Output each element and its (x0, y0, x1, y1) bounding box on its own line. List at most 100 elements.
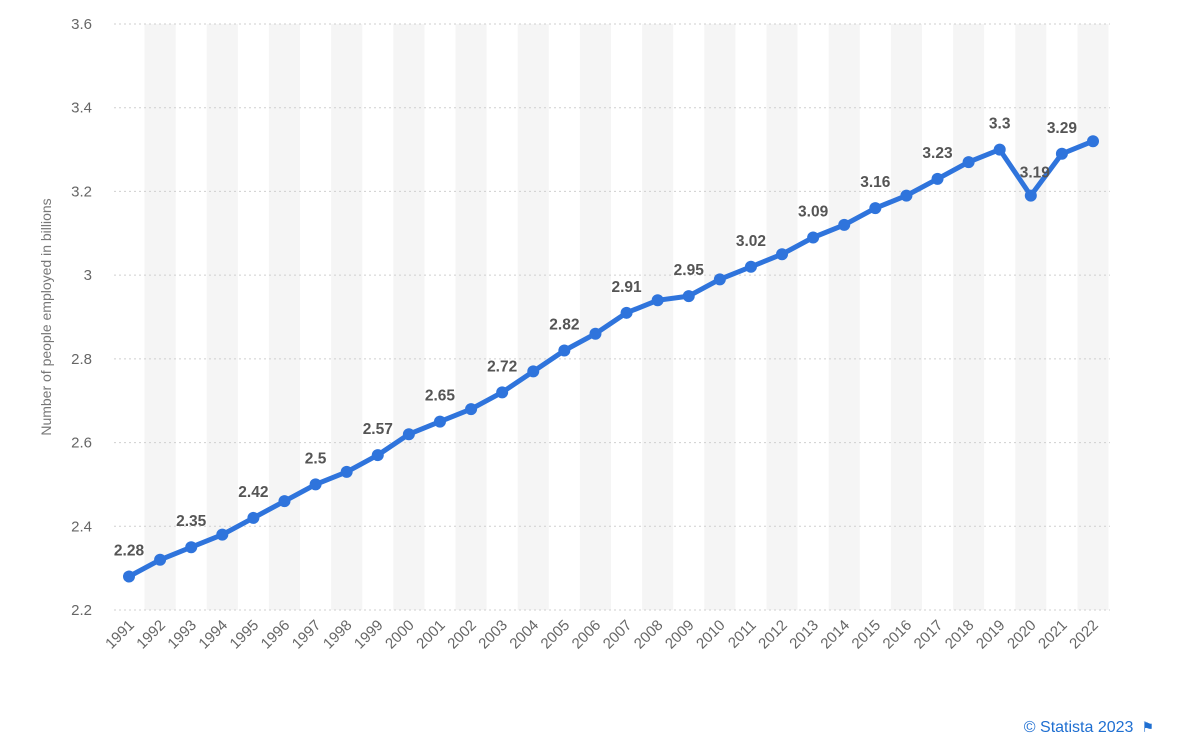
data-point[interactable] (278, 495, 291, 508)
column-bands (144, 24, 1109, 610)
y-axis-ticks: 2.2 2.4 2.6 2.8 3 3.2 3.4 3.6 (71, 16, 92, 619)
data-label: 2.72 (487, 358, 517, 375)
data-point[interactable] (1055, 147, 1068, 160)
column-band (517, 24, 549, 610)
x-tick-label: 2006 (569, 617, 605, 653)
y-tick-label: 2.8 (71, 351, 92, 368)
x-tick-label: 2011 (725, 617, 760, 652)
column-band (206, 24, 238, 610)
x-tick-label: 2021 (1035, 617, 1071, 653)
x-tick-label: 1996 (258, 617, 294, 653)
x-axis-ticks: 1991199219931994199519961997199819992000… (102, 617, 1102, 653)
x-tick-label: 2014 (817, 617, 853, 653)
data-point[interactable] (838, 218, 851, 231)
x-tick-label: 1992 (133, 617, 169, 653)
data-points (123, 135, 1099, 583)
x-tick-label: 2000 (382, 617, 418, 653)
data-point[interactable] (371, 449, 384, 462)
data-point[interactable] (496, 386, 509, 399)
y-tick-label: 3 (84, 267, 92, 284)
x-tick-label: 2019 (973, 617, 1009, 653)
data-point[interactable] (340, 465, 353, 478)
x-tick-label: 2017 (911, 617, 947, 653)
data-point[interactable] (1024, 189, 1037, 202)
data-point[interactable] (309, 478, 322, 491)
column-band (642, 24, 674, 610)
column-band (268, 24, 301, 610)
y-tick-label: 3.6 (71, 16, 92, 33)
data-label: 2.5 (305, 450, 327, 467)
x-tick-label: 2010 (693, 617, 729, 653)
data-point[interactable] (433, 415, 446, 428)
data-point[interactable] (589, 327, 602, 340)
data-point[interactable] (465, 403, 478, 416)
gridlines (114, 23, 1110, 611)
data-point[interactable] (558, 344, 571, 357)
column-band (455, 24, 487, 610)
data-point[interactable] (962, 156, 975, 169)
data-point[interactable] (123, 570, 135, 583)
column-band (828, 24, 860, 610)
flag-icon[interactable]: ⚑ (1141, 719, 1154, 735)
x-tick-label: 2013 (786, 617, 822, 653)
x-tick-label: 2018 (942, 617, 978, 653)
column-band (766, 24, 798, 610)
data-point[interactable] (247, 511, 260, 524)
column-band (890, 24, 922, 610)
x-tick-label: 2005 (538, 617, 574, 653)
credit-footer[interactable]: © Statista 2023 ⚑ (1024, 719, 1154, 737)
data-point[interactable] (216, 528, 229, 541)
data-label: 2.91 (611, 279, 642, 296)
data-label: 2.95 (674, 262, 705, 279)
column-band (704, 24, 736, 610)
data-point[interactable] (807, 231, 820, 244)
x-tick-label: 2008 (631, 617, 667, 653)
x-tick-label: 2020 (1004, 617, 1040, 653)
x-tick-label: 2003 (475, 617, 511, 653)
data-point[interactable] (1087, 135, 1099, 148)
data-label: 3.09 (798, 203, 829, 220)
x-tick-label: 1998 (320, 617, 356, 653)
data-labels: 2.28 2.35 2.42 2.5 2.57 2.65 2.72 2.82 2.91 2.95 3… (114, 116, 1077, 560)
data-label: 3.29 (1047, 120, 1078, 137)
data-point[interactable] (931, 172, 944, 185)
data-point[interactable] (744, 260, 757, 273)
data-label: 3.23 (922, 145, 953, 162)
column-band (1015, 24, 1047, 610)
data-point[interactable] (682, 290, 695, 303)
x-tick-label: 1997 (289, 617, 325, 653)
data-label: 3.3 (989, 116, 1011, 133)
data-point[interactable] (402, 428, 415, 441)
x-tick-label: 1999 (351, 617, 387, 653)
x-tick-label: 2004 (506, 617, 542, 653)
data-label: 3.02 (736, 233, 766, 250)
x-tick-label: 2007 (600, 617, 636, 653)
column-band (579, 24, 611, 610)
x-tick-label: 2012 (755, 617, 791, 653)
x-tick-label: 2009 (662, 617, 698, 653)
data-label: 2.65 (425, 388, 456, 405)
column-band (953, 24, 985, 610)
data-label: 3.19 (1020, 165, 1051, 182)
x-tick-label: 2015 (849, 617, 885, 653)
column-band (331, 24, 363, 610)
data-label: 3.16 (860, 174, 891, 191)
data-point[interactable] (713, 273, 726, 286)
column-band (1077, 24, 1109, 610)
x-tick-label: 2022 (1066, 617, 1102, 653)
data-point[interactable] (620, 306, 633, 319)
data-point[interactable] (776, 248, 789, 261)
y-tick-label: 2.4 (71, 518, 92, 535)
data-point[interactable] (869, 202, 882, 215)
data-label: 2.28 (114, 543, 145, 560)
data-point[interactable] (154, 553, 167, 566)
data-label: 2.35 (176, 513, 207, 530)
data-point[interactable] (185, 541, 198, 554)
credit-text: © Statista 2023 (1023, 719, 1134, 736)
data-point[interactable] (900, 189, 913, 202)
data-label: 2.82 (549, 316, 579, 333)
data-label: 2.57 (363, 421, 393, 438)
data-point[interactable] (527, 365, 540, 378)
data-point[interactable] (651, 294, 664, 307)
data-point[interactable] (993, 143, 1006, 156)
